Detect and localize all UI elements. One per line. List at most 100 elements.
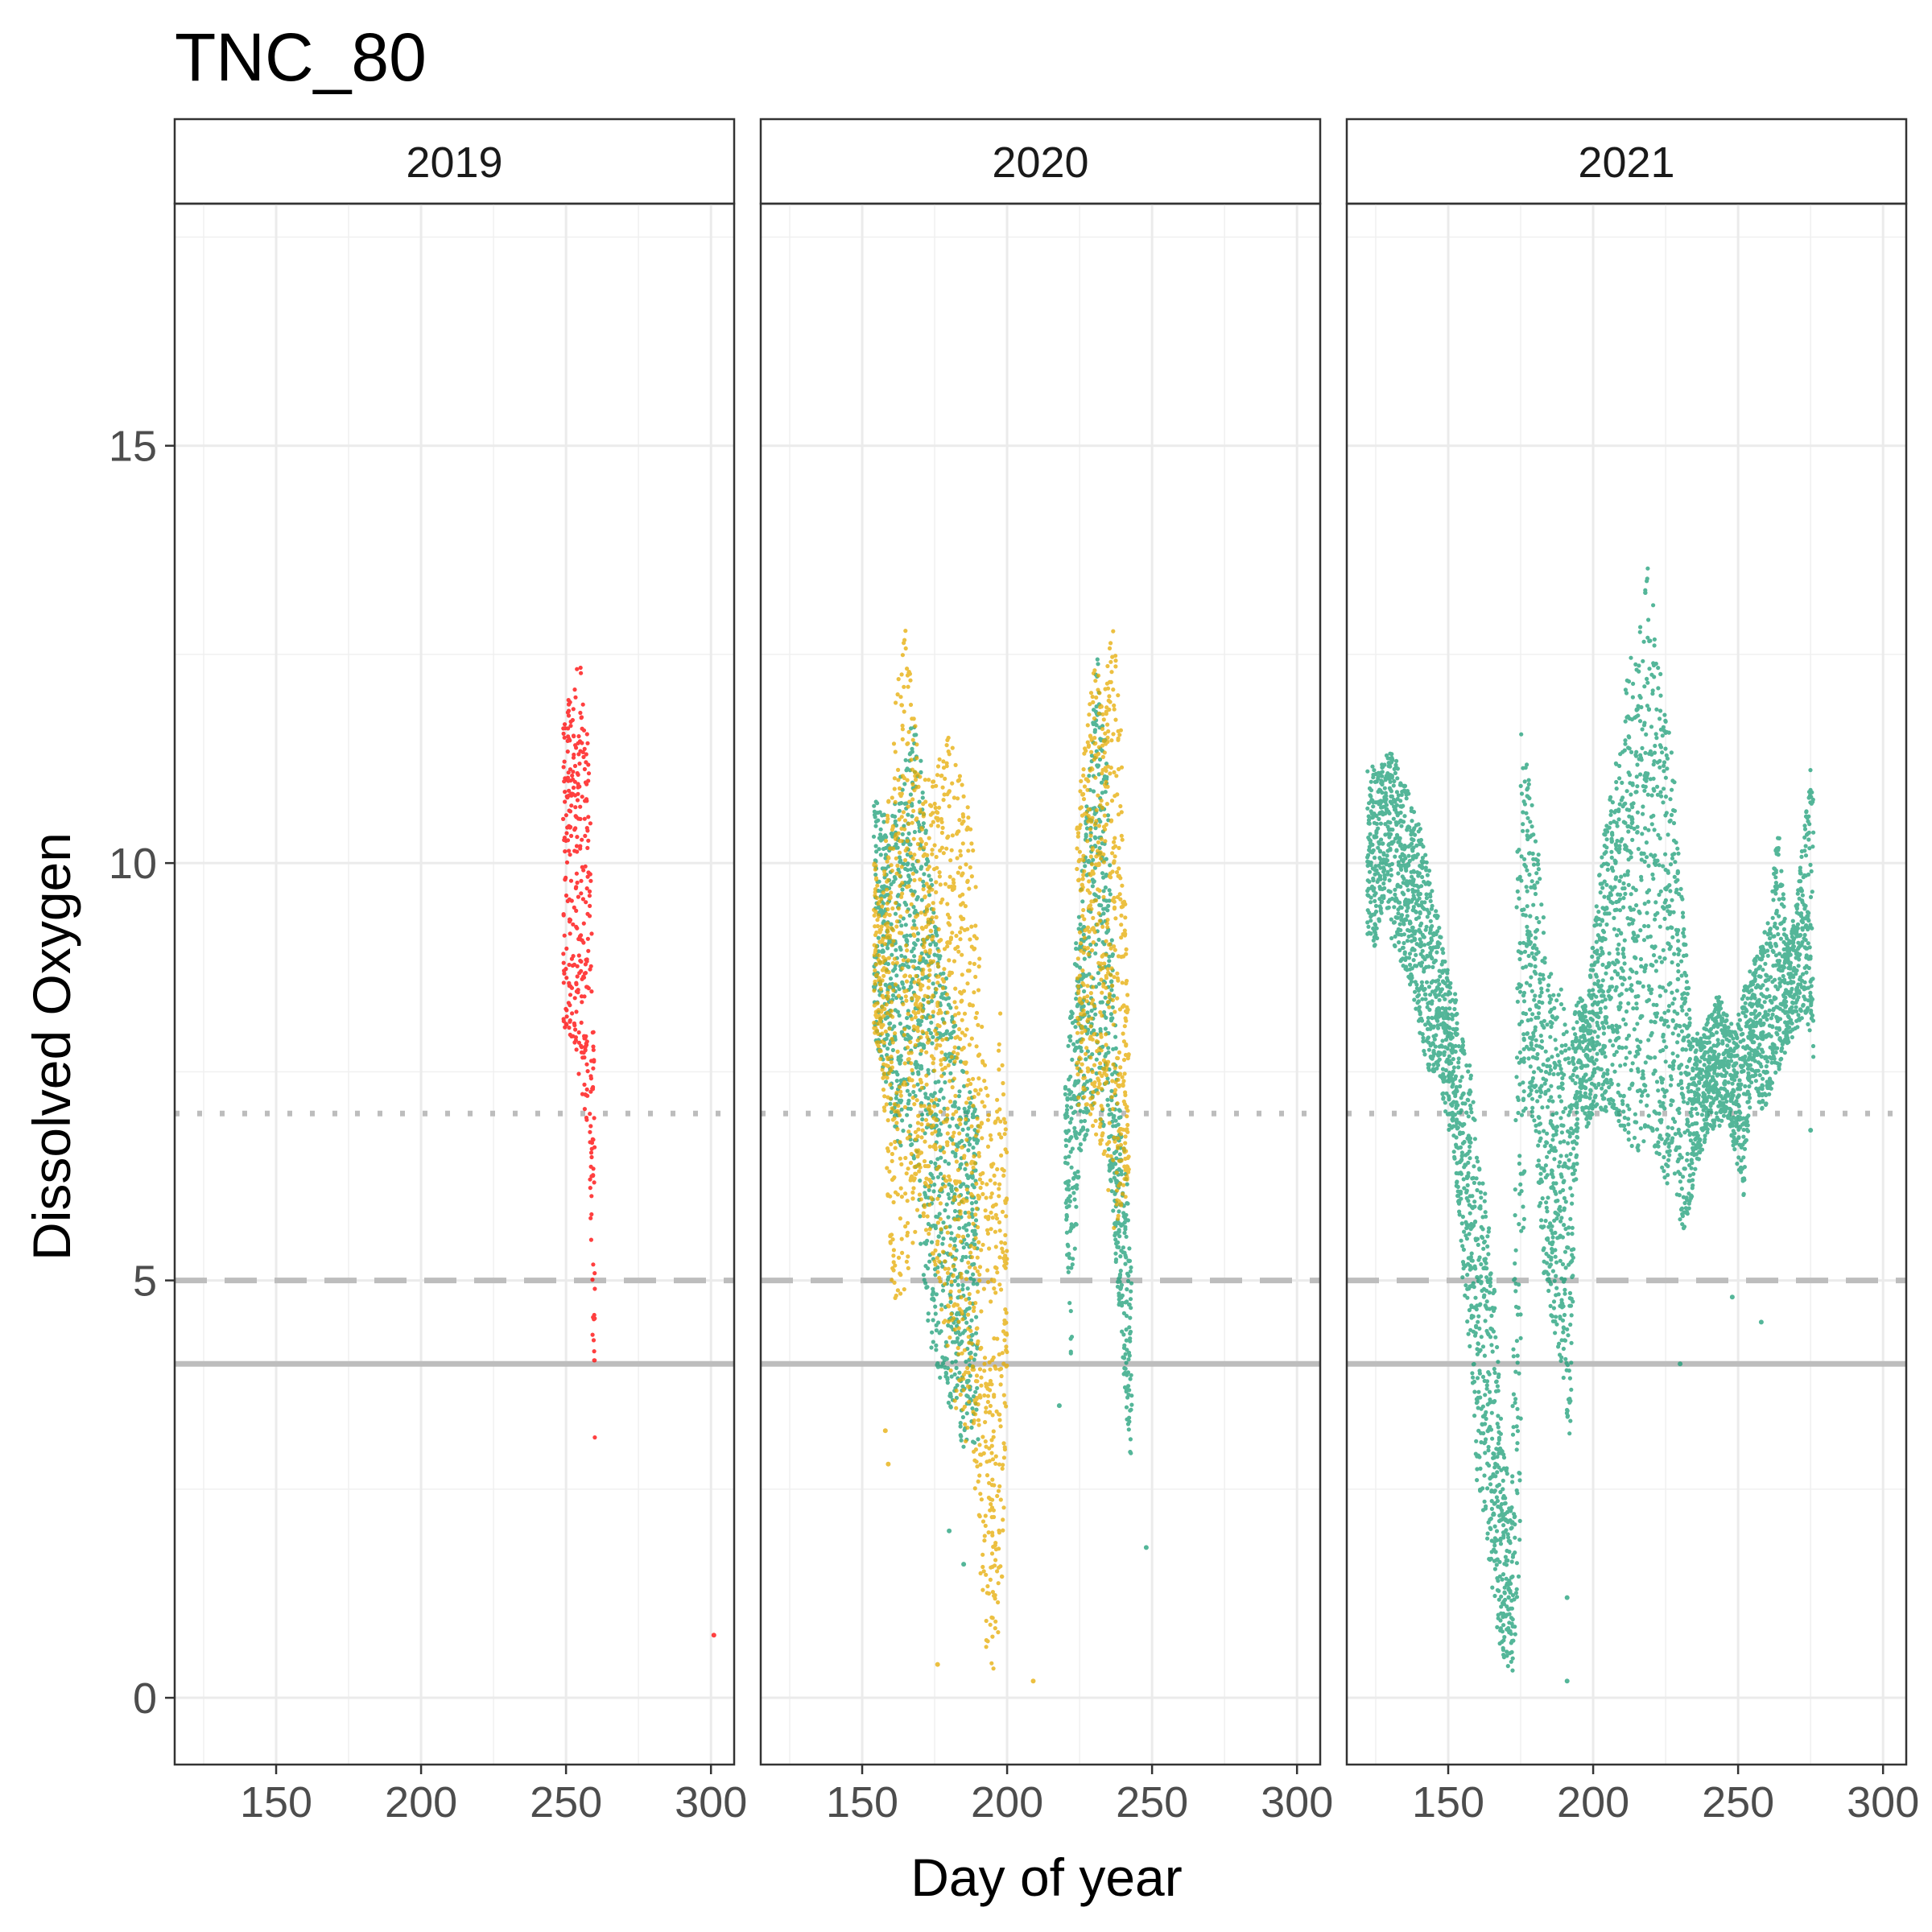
data-point (956, 944, 960, 949)
data-point (1112, 1175, 1117, 1180)
data-point (1112, 899, 1117, 904)
data-point (1121, 1183, 1126, 1187)
data-point (1393, 887, 1397, 892)
data-point (894, 700, 898, 705)
data-point (1121, 1355, 1125, 1360)
data-point (1404, 796, 1409, 801)
data-point (957, 1131, 962, 1136)
data-point (1125, 1104, 1129, 1109)
data-point (952, 881, 956, 886)
data-point (954, 1365, 959, 1370)
data-point (1076, 826, 1081, 831)
data-point (1104, 973, 1108, 978)
data-point (1079, 778, 1084, 784)
data-point (582, 766, 588, 772)
data-point (886, 1461, 891, 1467)
data-point (1084, 1132, 1088, 1137)
data-point (964, 1241, 969, 1246)
data-point (885, 1075, 890, 1080)
data-point (934, 914, 939, 919)
data-point (993, 1626, 997, 1631)
data-point (906, 1166, 910, 1171)
grid-lines (175, 204, 734, 1765)
data-point (1066, 1265, 1071, 1270)
data-point (991, 1429, 996, 1434)
data-point (1088, 854, 1093, 859)
data-point (564, 976, 569, 980)
data-point (1366, 818, 1372, 823)
data-point (1125, 1122, 1130, 1128)
data-point (929, 803, 934, 808)
data-point (973, 1389, 978, 1394)
data-point (1115, 1284, 1121, 1289)
data-point (564, 1014, 569, 1019)
data-point (1075, 1072, 1080, 1077)
data-point (946, 1063, 951, 1067)
data-point (960, 892, 965, 897)
data-point (885, 1166, 890, 1170)
data-point (923, 912, 927, 917)
data-point (964, 1117, 968, 1121)
data-point (910, 749, 914, 754)
data-point (977, 1278, 982, 1283)
data-point (1102, 738, 1107, 743)
data-point (942, 1021, 947, 1026)
data-point (1410, 897, 1415, 902)
data-point (940, 1241, 945, 1246)
data-point (592, 1349, 597, 1354)
data-point (935, 810, 940, 815)
data-point (587, 889, 592, 894)
data-point (1107, 1112, 1112, 1117)
data-point (1081, 873, 1086, 877)
data-point (907, 913, 912, 918)
data-point (1092, 1004, 1097, 1009)
data-point (950, 745, 955, 750)
data-point (1413, 989, 1418, 994)
data-point (874, 930, 879, 935)
data-point (903, 629, 908, 634)
data-point (592, 1271, 597, 1276)
data-point (927, 1259, 932, 1264)
data-point (588, 821, 593, 826)
data-point (1111, 1022, 1116, 1027)
data-point (885, 1011, 890, 1016)
data-point (905, 1045, 910, 1050)
data-point (1104, 802, 1109, 807)
data-point (903, 923, 908, 927)
data-point (944, 761, 949, 766)
data-point (927, 950, 932, 956)
data-point (1082, 869, 1087, 873)
data-point (1395, 915, 1400, 920)
data-point (973, 1199, 979, 1204)
data-point (972, 1245, 977, 1250)
data-point (585, 741, 590, 745)
data-point (572, 687, 577, 692)
data-point (928, 877, 933, 882)
data-point (997, 1255, 1002, 1260)
data-point (878, 1049, 883, 1054)
data-point (959, 926, 964, 931)
data-point (1105, 1103, 1110, 1108)
data-point (1113, 1034, 1118, 1039)
data-point (568, 724, 573, 729)
data-point (909, 959, 914, 964)
data-point (991, 1666, 996, 1671)
data-point (1104, 1051, 1108, 1056)
data-point (999, 1240, 1004, 1245)
data-point (1107, 898, 1112, 903)
data-point (885, 813, 890, 819)
data-point (1072, 1184, 1077, 1189)
data-point (1374, 779, 1379, 784)
data-point (570, 963, 576, 968)
data-point (882, 894, 887, 899)
data-point (1098, 1026, 1103, 1032)
data-point (882, 1094, 887, 1099)
data-point (934, 854, 939, 860)
data-point (983, 1208, 988, 1213)
data-point (1118, 728, 1123, 733)
data-point (978, 1395, 983, 1400)
data-point (1085, 740, 1090, 745)
data-point (882, 872, 887, 877)
data-point (956, 1326, 961, 1331)
data-point (939, 1062, 943, 1067)
